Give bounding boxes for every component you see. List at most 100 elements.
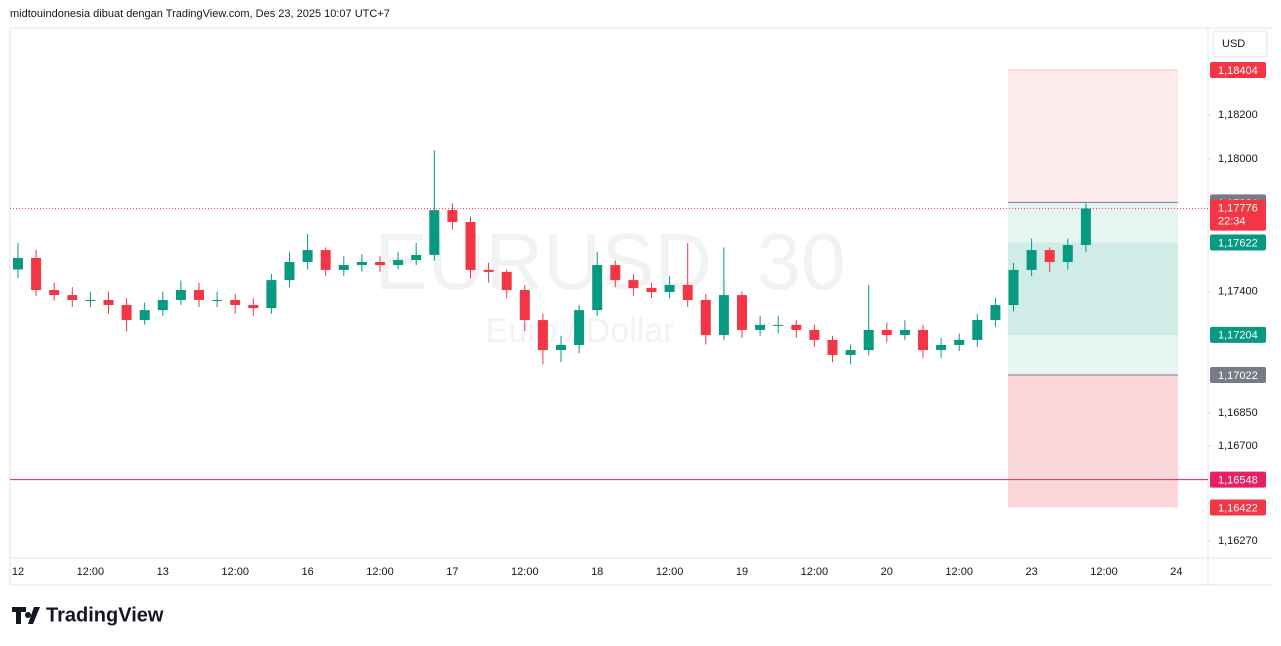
profit-zone bbox=[1008, 202, 1178, 376]
target-zone bbox=[1008, 69, 1178, 203]
candle-body bbox=[31, 258, 42, 291]
candle-body bbox=[519, 290, 530, 321]
y-tick-label: 1,16850 bbox=[1218, 407, 1258, 419]
candle-body bbox=[918, 329, 928, 351]
candle-body bbox=[13, 258, 23, 270]
x-tick-label: 18 bbox=[591, 566, 603, 578]
candle-body bbox=[1062, 244, 1073, 262]
candle-body bbox=[284, 261, 295, 281]
candle-body bbox=[338, 265, 349, 270]
candle-body bbox=[863, 329, 874, 351]
y-tick-label: 1,16700 bbox=[1218, 440, 1258, 452]
candle-body bbox=[700, 299, 711, 336]
y-tick-label: 1,16270 bbox=[1218, 535, 1258, 547]
candle-body bbox=[592, 265, 603, 311]
candle-body bbox=[157, 299, 168, 311]
current-price-label bbox=[1210, 199, 1266, 231]
x-tick-label: 12:00 bbox=[511, 566, 539, 578]
candle-body bbox=[682, 284, 693, 300]
x-tick-label: 12:00 bbox=[945, 566, 973, 578]
candle-body bbox=[773, 324, 784, 326]
x-tick-label: 12:00 bbox=[801, 566, 829, 578]
watermark-symbol: EURUSD, 30 bbox=[374, 217, 845, 306]
price-label-text: 1,18404 bbox=[1218, 65, 1258, 77]
header: midtouindonesia dibuat dengan TradingVie… bbox=[10, 8, 390, 20]
stop-zone bbox=[1008, 375, 1178, 508]
candle-body bbox=[85, 299, 96, 301]
currency[interactable]: USD bbox=[1222, 38, 1245, 50]
candle-body bbox=[664, 284, 675, 293]
candle-body bbox=[809, 329, 820, 340]
candle-body bbox=[465, 222, 476, 270]
candle-body bbox=[103, 299, 114, 306]
candle-body bbox=[1080, 208, 1091, 245]
candle-body bbox=[1026, 250, 1037, 270]
candle-body bbox=[646, 288, 657, 293]
candle-body bbox=[411, 254, 422, 260]
candle-body bbox=[990, 305, 1001, 321]
candle-body bbox=[1044, 250, 1055, 262]
candle-body bbox=[899, 329, 910, 336]
x-tick-label: 17 bbox=[446, 566, 458, 578]
candle-body bbox=[556, 344, 566, 351]
x-tick-label: 12:00 bbox=[77, 566, 105, 578]
currency-button[interactable] bbox=[1212, 30, 1268, 58]
candle-body bbox=[1008, 269, 1019, 306]
candle-body bbox=[936, 344, 947, 351]
price-label bbox=[1210, 326, 1266, 343]
candle-body bbox=[881, 329, 892, 336]
candle-body bbox=[845, 350, 856, 355]
x-tick-label: 16 bbox=[301, 566, 313, 578]
current-price-text: 1,17776 bbox=[1218, 202, 1258, 214]
brand: TradingView bbox=[46, 604, 164, 626]
candle-body bbox=[628, 280, 639, 289]
candle-body bbox=[266, 280, 277, 309]
x-tick-label: 13 bbox=[157, 566, 169, 578]
candle-body bbox=[610, 265, 621, 281]
y-tick-label: 1,18000 bbox=[1218, 153, 1258, 165]
candle-body bbox=[375, 261, 385, 266]
x-tick-label: 19 bbox=[736, 566, 748, 578]
price-label-text: 1,17022 bbox=[1218, 370, 1258, 382]
price-label bbox=[1210, 471, 1266, 488]
price-label-text: 1,16548 bbox=[1218, 475, 1258, 487]
candle-body bbox=[49, 290, 60, 296]
price-label bbox=[1210, 61, 1266, 78]
x-tick-label: 12:00 bbox=[656, 566, 684, 578]
candle-body bbox=[718, 295, 729, 336]
candle-body bbox=[121, 305, 132, 321]
candle-body bbox=[791, 324, 802, 330]
candle-body bbox=[393, 259, 404, 266]
x-tick-label: 12 bbox=[12, 566, 24, 578]
candle-body bbox=[175, 290, 186, 300]
candle-body bbox=[194, 290, 204, 300]
candle-body bbox=[67, 295, 78, 300]
x-tick-label: 23 bbox=[1025, 566, 1037, 578]
price-label-text: 1,16422 bbox=[1218, 502, 1258, 514]
candle-body bbox=[212, 299, 223, 301]
candle-body bbox=[248, 305, 259, 309]
candle-body bbox=[954, 339, 965, 345]
candle-body bbox=[737, 295, 747, 330]
x-tick-label: 24 bbox=[1170, 566, 1182, 578]
candle-body bbox=[302, 250, 313, 262]
candle-body bbox=[429, 210, 440, 255]
candle-body bbox=[827, 339, 838, 355]
x-tick-label: 20 bbox=[881, 566, 893, 578]
candle-body bbox=[447, 210, 458, 223]
candle-body bbox=[230, 299, 241, 306]
candle-body bbox=[972, 320, 983, 340]
x-tick-label: 12:00 bbox=[221, 566, 249, 578]
candle-body bbox=[501, 271, 512, 291]
x-tick-label: 12:00 bbox=[366, 566, 394, 578]
x-tick-label: 12:00 bbox=[1090, 566, 1118, 578]
price-label bbox=[1210, 499, 1266, 516]
candle-body bbox=[483, 269, 494, 272]
y-tick-label: 1,18200 bbox=[1218, 109, 1258, 121]
candle-body bbox=[574, 310, 585, 345]
candle-body bbox=[755, 324, 766, 330]
candle-body bbox=[139, 310, 150, 321]
y-tick-label: 1,17400 bbox=[1218, 285, 1258, 297]
candle-body bbox=[356, 261, 367, 266]
